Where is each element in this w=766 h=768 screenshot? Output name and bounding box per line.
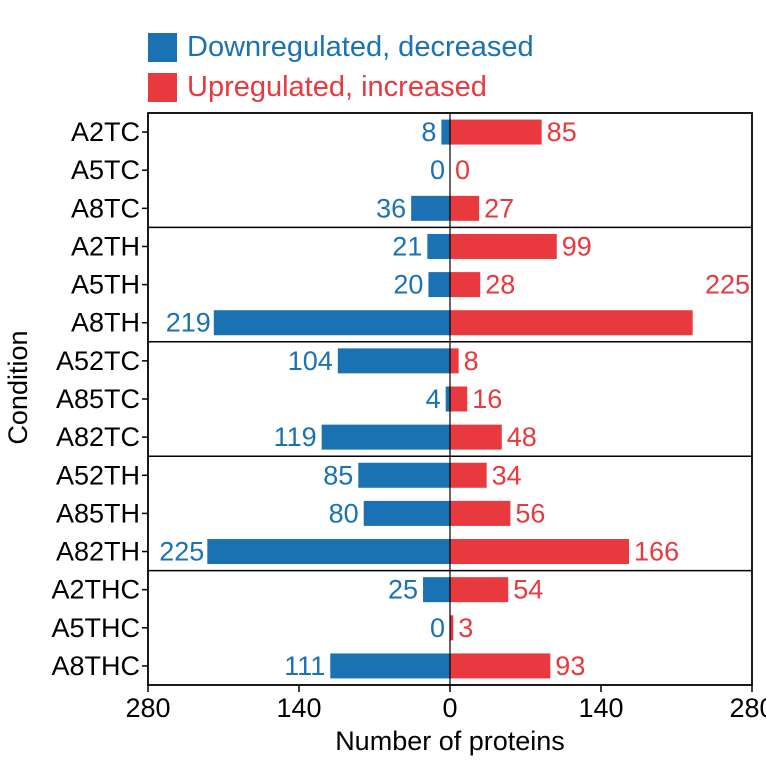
data-label-up-A5THC: 3 (458, 613, 473, 643)
data-label-up-A2TC: 85 (547, 117, 577, 147)
data-label-up-A5TH: 28 (485, 270, 515, 300)
bar-down-A85TC (445, 386, 450, 412)
data-label-down-A2TC: 8 (421, 117, 436, 147)
data-label-down-A8THC: 111 (284, 651, 325, 681)
legend-label-upregulated: Upregulated, increased (187, 71, 487, 103)
data-label-down-A85TH: 80 (329, 498, 359, 528)
data-label-up-A8TC: 27 (484, 193, 514, 223)
x-tick-label-2: 0 (442, 693, 457, 723)
condition-label-A8TC: A8TC (71, 193, 140, 223)
bar-down-A2THC (423, 577, 450, 603)
condition-label-A8TH: A8TH (71, 308, 140, 338)
x-tick-label-4: 280 (729, 693, 766, 723)
condition-label-A2TH: A2TH (71, 231, 140, 261)
x-tick-label-0: 280 (125, 693, 170, 723)
bar-down-A8THC (330, 653, 450, 679)
bar-up-A52TC (450, 348, 459, 374)
condition-label-A2TC: A2TC (71, 117, 140, 147)
bar-up-A8TH (450, 310, 693, 336)
bar-up-A82TH (450, 539, 630, 565)
data-label-down-A82TH: 225 (159, 537, 204, 567)
legend-item-upregulated: Upregulated, increased (148, 73, 487, 102)
condition-label-A82TC: A82TC (56, 422, 140, 452)
bar-up-A85TC (450, 386, 468, 412)
data-label-down-A52TC: 104 (288, 346, 333, 376)
data-label-down-A85TC: 4 (426, 384, 441, 414)
bar-down-A2TC (441, 119, 450, 145)
data-label-up-A52TC: 8 (464, 346, 479, 376)
condition-label-A85TC: A85TC (56, 384, 140, 414)
legend-item-downregulated: Downregulated, decreased (148, 33, 534, 62)
data-label-up-A2THC: 54 (513, 575, 543, 605)
bar-down-A5TH (428, 272, 450, 298)
bar-down-A8TC (411, 195, 450, 221)
bar-up-A85TH (450, 500, 511, 526)
bar-up-A2TH (450, 233, 557, 259)
bar-up-A82TC (450, 424, 502, 450)
data-label-up-A8THC: 93 (555, 651, 585, 681)
legend-swatch-downregulated (148, 33, 177, 62)
bar-up-A52TH (450, 462, 487, 488)
data-label-up-A8TH: 225 (705, 270, 750, 300)
bar-down-A8TH (213, 310, 450, 336)
condition-label-A82TH: A82TH (56, 537, 140, 567)
bar-up-A8THC (450, 653, 551, 679)
condition-label-A5TC: A5TC (71, 155, 140, 185)
data-label-down-A5TH: 20 (393, 270, 423, 300)
bar-up-A8TC (450, 195, 480, 221)
bar-down-A52TH (358, 462, 450, 488)
data-label-down-A2THC: 25 (388, 575, 418, 605)
bar-up-A5TH (450, 272, 481, 298)
data-label-up-A2TH: 99 (562, 231, 592, 261)
legend-label-downregulated: Downregulated, decreased (187, 31, 534, 63)
bar-up-A5THC (450, 615, 454, 641)
data-label-down-A8TH: 219 (166, 308, 211, 338)
x-tick-label-1: 140 (276, 693, 321, 723)
data-label-up-A5TC: 0 (455, 155, 470, 185)
data-label-down-A82TC: 119 (274, 422, 317, 452)
data-label-down-A2TH: 21 (392, 231, 422, 261)
data-label-down-A5TC: 0 (430, 155, 445, 185)
data-label-up-A82TC: 48 (507, 422, 537, 452)
bar-down-A82TH (207, 539, 450, 565)
data-label-up-A85TC: 16 (472, 384, 502, 414)
data-label-down-A8TC: 36 (376, 193, 406, 223)
data-label-up-A52TH: 34 (492, 460, 522, 490)
condition-label-A85TH: A85TH (56, 498, 140, 528)
condition-label-A52TH: A52TH (56, 460, 140, 490)
legend-swatch-upregulated (148, 73, 177, 102)
bar-down-A82TC (321, 424, 450, 450)
condition-label-A2THC: A2THC (51, 575, 140, 605)
y-axis-title: Condition (3, 331, 33, 445)
bar-down-A52TC (337, 348, 450, 374)
condition-label-A5THC: A5THC (51, 613, 140, 643)
data-label-up-A82TH: 166 (634, 537, 679, 567)
condition-label-A52TC: A52TC (56, 346, 140, 376)
bar-up-A2TC (450, 119, 542, 145)
condition-label-A5TH: A5TH (71, 270, 140, 300)
bar-up-A2THC (450, 577, 509, 603)
x-axis-title: Number of proteins (335, 726, 565, 756)
x-tick-label-3: 140 (578, 693, 623, 723)
data-label-down-A52TH: 85 (323, 460, 353, 490)
data-label-up-A85TH: 56 (515, 498, 545, 528)
bar-down-A85TH (363, 500, 450, 526)
bar-down-A2TH (427, 233, 450, 259)
condition-label-A8THC: A8THC (51, 651, 140, 681)
data-label-down-A5THC: 0 (430, 613, 445, 643)
